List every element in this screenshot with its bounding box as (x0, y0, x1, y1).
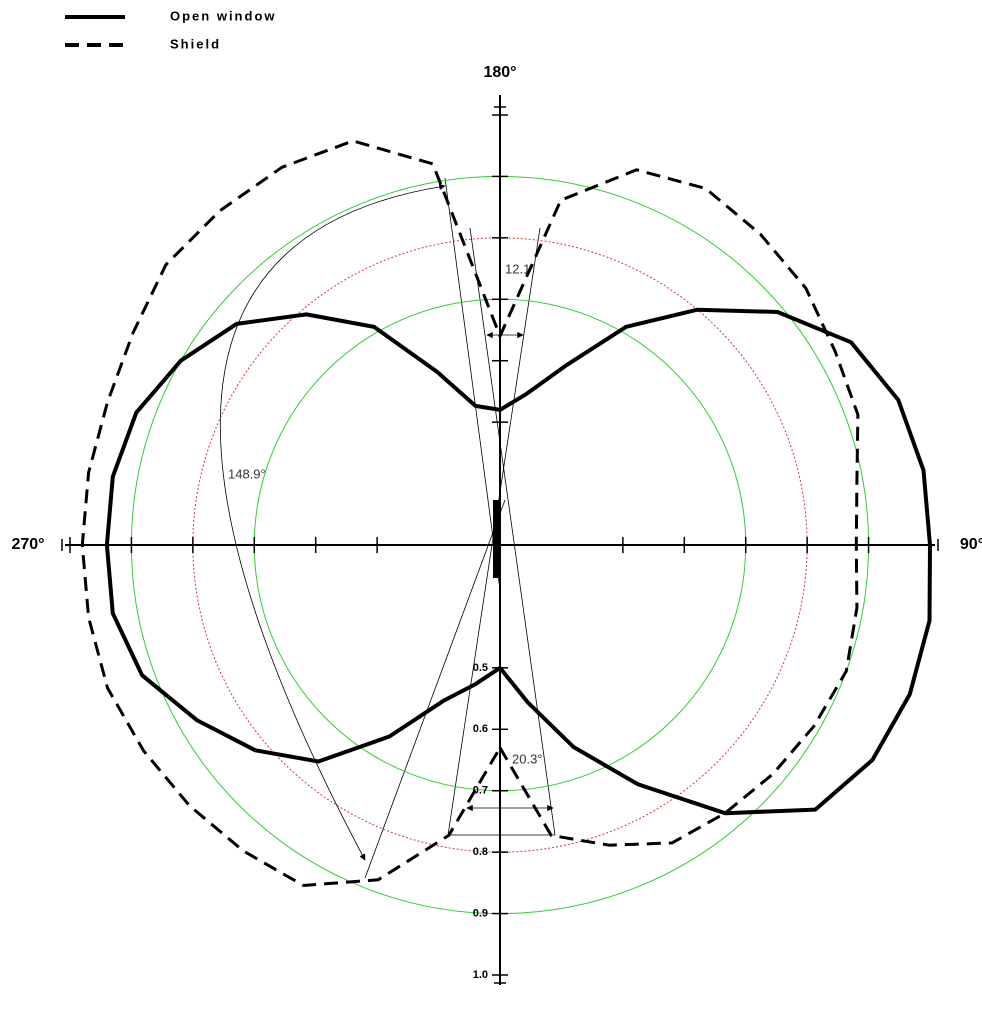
annotation: 148.9° (228, 466, 266, 481)
angle-label: 270° (11, 536, 44, 553)
angle-label: 180° (483, 64, 516, 81)
pattern-curve (104, 307, 932, 816)
angle-arrow (219, 183, 446, 861)
r-tick-label: 0.9 (473, 907, 488, 919)
guide-line (444, 177, 501, 591)
pattern-curve (80, 139, 860, 887)
beamwidth-guides (219, 177, 556, 879)
guide-line (364, 499, 506, 879)
r-tick-label: 0.7 (473, 785, 488, 797)
r-tick-label: 0.8 (473, 846, 488, 858)
angle-label: 90° (960, 536, 982, 553)
r-tick-label: 0.6 (473, 723, 488, 735)
antenna (493, 500, 499, 578)
legend-label: Shield (170, 36, 221, 51)
legend-label: Open window (170, 8, 277, 23)
r-tick-label: 1.0 (473, 969, 488, 981)
guide-line (469, 227, 556, 836)
annotation: 20.3° (512, 751, 543, 766)
r-tick-label: 0.5 (473, 662, 488, 674)
